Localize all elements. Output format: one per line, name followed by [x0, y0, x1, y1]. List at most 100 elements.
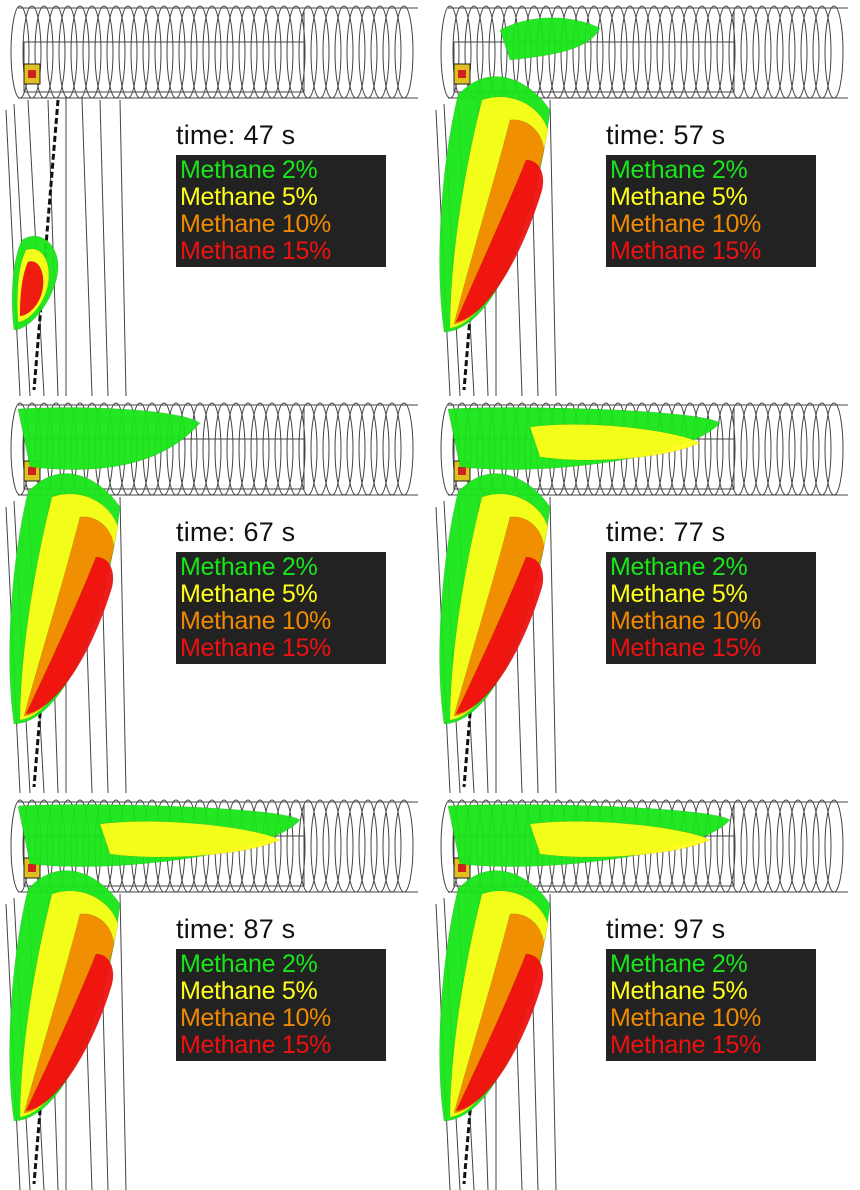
legend-item: Methane 15%: [180, 237, 331, 265]
legend-item: Methane 2%: [180, 553, 318, 581]
time-value: 67 s: [243, 517, 296, 547]
tunnel-ring: [310, 402, 330, 496]
scene-render: [435, 5, 848, 396]
simulation-panel: time: 67 s Methane 2% Methane 5% Methane 10%…: [0, 397, 430, 793]
plume-15pct: [19, 261, 44, 317]
tunnel-ring: [298, 402, 318, 496]
tunnel-ring: [70, 5, 90, 99]
scene-render: [5, 402, 418, 793]
tunnel-ring: [334, 402, 354, 496]
tunnel-plume-5pct: [529, 821, 711, 858]
tunnel-ring: [250, 402, 270, 496]
tunnel-ring: [238, 402, 258, 496]
simulation-panel: time: 77 s Methane 2% Methane 5% Methane 10%…: [430, 397, 860, 793]
plume-15pct: [25, 953, 114, 1112]
plume-15pct: [455, 159, 544, 323]
equipment-core: [458, 864, 466, 872]
tunnel-ring: [322, 5, 342, 99]
tunnel-ring: [824, 5, 844, 99]
scene-render: [435, 799, 848, 1190]
legend-item: Methane 5%: [180, 580, 318, 608]
legend-box: Methane 2% Methane 5% Methane 10% Methane 1…: [606, 552, 816, 664]
time-prefix: time:: [606, 914, 666, 944]
tunnel-ring: [46, 5, 66, 99]
tunnel-wireframe: [5, 5, 418, 396]
tunnel-ring: [370, 5, 390, 99]
tunnel-plume-5pct: [529, 424, 701, 461]
tunnel-ring: [812, 5, 832, 99]
time-label: time: 47 s: [176, 120, 295, 151]
shaft-line: [119, 893, 127, 1190]
tunnel-ring: [154, 5, 174, 99]
time-value: 97 s: [673, 914, 726, 944]
legend-item: Methane 10%: [610, 607, 761, 635]
tunnel-ring: [824, 402, 844, 496]
tunnel-ring: [776, 799, 796, 893]
tunnel-ring: [214, 5, 234, 99]
inner-box: [23, 41, 305, 93]
tunnel-ring: [776, 5, 796, 99]
legend-item: Methane 15%: [610, 634, 761, 662]
legend-box: Methane 2% Methane 5% Methane 10% Methane 1…: [176, 949, 386, 1061]
legend-item: Methane 10%: [610, 210, 761, 238]
equipment-core: [458, 467, 466, 475]
legend-item: Methane 5%: [180, 977, 318, 1005]
time-value: 47 s: [243, 120, 296, 150]
tunnel-ring: [656, 5, 676, 99]
simulation-panel: time: 47 s Methane 2% Methane 5% Methane 10%…: [0, 0, 430, 396]
tunnel-ring: [334, 799, 354, 893]
tunnel-ring: [764, 799, 784, 893]
tunnel-ring: [298, 5, 318, 99]
tunnel-ring: [358, 5, 378, 99]
tunnel-ring: [728, 402, 748, 496]
tunnel-ring: [190, 5, 210, 99]
tunnel-ring: [584, 5, 604, 99]
shaft-line: [5, 109, 21, 396]
tunnel-ring: [358, 799, 378, 893]
legend-item: Methane 15%: [180, 634, 331, 662]
tunnel-ring: [322, 799, 342, 893]
tunnel-ring: [764, 5, 784, 99]
tunnel-ring: [596, 5, 616, 99]
tunnel-ring: [286, 799, 306, 893]
tunnel-ring: [370, 799, 390, 893]
tunnel-ring: [106, 5, 126, 99]
time-value: 57 s: [673, 120, 726, 150]
time-label: time: 77 s: [606, 517, 725, 548]
tunnel-ring: [394, 402, 414, 496]
tunnel-ring: [370, 402, 390, 496]
tunnel-plume-5pct: [99, 821, 281, 858]
legend-box: Methane 2% Methane 5% Methane 10% Methane 1…: [176, 552, 386, 664]
shaft-line: [119, 99, 127, 396]
tunnel-ring: [382, 402, 402, 496]
equipment-core: [28, 864, 36, 872]
tunnel-ring: [58, 5, 78, 99]
equipment-core: [28, 70, 36, 78]
tunnel-ring: [298, 799, 318, 893]
tunnel-ring: [238, 5, 258, 99]
time-value: 87 s: [243, 914, 296, 944]
time-prefix: time:: [606, 517, 666, 547]
tunnel-ring: [608, 5, 628, 99]
legend-item: Methane 5%: [610, 183, 748, 211]
tunnel-ring: [190, 402, 210, 496]
equipment-core: [28, 467, 36, 475]
tunnel-ring: [226, 402, 246, 496]
tunnel-plume-2pct: [17, 407, 201, 470]
shaft-line: [549, 496, 557, 793]
tunnel-ring: [346, 799, 366, 893]
tunnel-ring: [310, 799, 330, 893]
tunnel-plume-2pct: [499, 17, 601, 61]
tunnel-ring: [250, 5, 270, 99]
tunnel-ring: [142, 5, 162, 99]
tunnel-ring: [262, 5, 282, 99]
tunnel-ring: [716, 5, 736, 99]
tunnel-ring: [322, 402, 342, 496]
time-label: time: 97 s: [606, 914, 725, 945]
legend-item: Methane 15%: [610, 237, 761, 265]
tunnel-ring: [632, 5, 652, 99]
legend-box: Methane 2% Methane 5% Methane 10% Methane 1…: [606, 949, 816, 1061]
tunnel-ring: [382, 799, 402, 893]
tunnel-ring: [394, 5, 414, 99]
